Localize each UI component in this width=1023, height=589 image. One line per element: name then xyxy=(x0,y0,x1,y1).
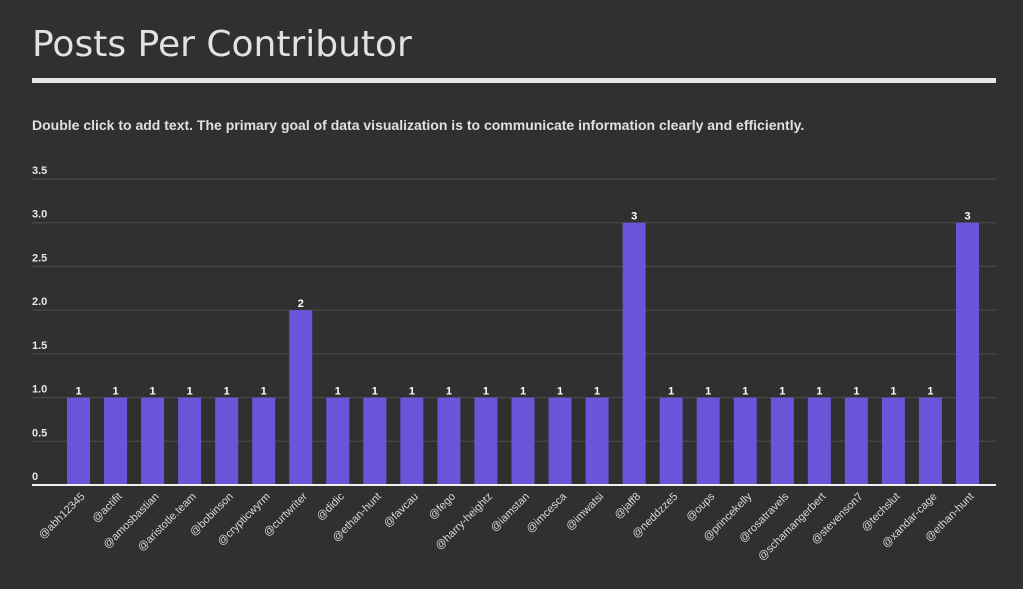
data-label: 1 xyxy=(927,386,933,398)
data-label: 1 xyxy=(742,386,748,398)
y-tick-label: 0 xyxy=(32,471,38,483)
data-label: 1 xyxy=(705,386,711,398)
y-tick-label: 3.5 xyxy=(32,165,47,177)
data-label: 3 xyxy=(964,211,970,223)
x-tick-label: @oups xyxy=(684,490,718,524)
bar[interactable] xyxy=(215,397,239,485)
y-tick-label: 3.0 xyxy=(32,209,47,221)
y-tick-label: 1.0 xyxy=(32,384,47,396)
bar[interactable] xyxy=(918,397,942,485)
bar[interactable] xyxy=(326,397,350,485)
x-tick-label: @imwatsi xyxy=(564,491,606,533)
bar[interactable] xyxy=(104,397,128,485)
x-tick-label: @fego xyxy=(427,491,459,523)
data-label: 1 xyxy=(779,386,785,398)
x-tick-label: @didic xyxy=(315,490,348,523)
x-tick-label: @favcau xyxy=(382,491,421,530)
description-text[interactable]: Double click to add text. The primary go… xyxy=(32,117,805,133)
x-tick-label: @abh12345 xyxy=(37,491,88,542)
data-label: 1 xyxy=(224,386,230,398)
bar[interactable] xyxy=(844,397,868,485)
x-tick-label: @imcesca xyxy=(524,490,570,536)
bar-series xyxy=(67,222,979,485)
data-label: 1 xyxy=(890,386,896,398)
bar[interactable] xyxy=(585,397,609,485)
data-label: 3 xyxy=(631,211,637,223)
bar[interactable] xyxy=(474,397,498,485)
bar[interactable] xyxy=(956,222,979,485)
x-axis-ticks: @abh12345 @actifit@amosbastian@aristotle.… xyxy=(37,490,977,563)
bar[interactable] xyxy=(178,397,202,485)
data-label: 1 xyxy=(335,386,341,398)
data-label: 2 xyxy=(298,298,304,310)
data-label: 1 xyxy=(668,386,674,398)
data-label: 1 xyxy=(483,386,489,398)
bar[interactable] xyxy=(289,310,313,485)
data-label: 1 xyxy=(594,386,600,398)
data-label: 1 xyxy=(816,386,822,398)
bar[interactable] xyxy=(363,397,387,485)
bar[interactable] xyxy=(437,397,461,485)
bar[interactable] xyxy=(659,397,683,485)
bar[interactable] xyxy=(67,397,90,485)
bar[interactable] xyxy=(696,397,720,485)
bar[interactable] xyxy=(511,397,535,485)
bar[interactable] xyxy=(733,397,757,485)
data-label: 1 xyxy=(557,386,563,398)
x-tick-label: @schamangerbert xyxy=(756,491,829,564)
bar[interactable] xyxy=(622,222,646,485)
y-tick-label: 0.5 xyxy=(32,427,47,439)
bar[interactable] xyxy=(548,397,572,485)
page-title: Posts Per Contributor xyxy=(32,24,412,65)
data-label: 1 xyxy=(75,386,81,398)
bar[interactable] xyxy=(770,397,794,485)
title-underline xyxy=(32,78,996,83)
data-label: 1 xyxy=(261,386,267,398)
data-labels: 1 1 1 1 1 1 2 1 1 1 1 1 1 1 1 3 1 1 1 1 1 1 1 1 3 xyxy=(75,211,970,398)
data-label: 1 xyxy=(520,386,526,398)
data-label: 1 xyxy=(150,386,156,398)
data-label: 1 xyxy=(112,386,118,398)
data-label: 1 xyxy=(372,386,378,398)
data-label: 1 xyxy=(446,386,452,398)
x-tick-label: @jaff8 xyxy=(612,491,643,522)
bar[interactable] xyxy=(400,397,424,485)
y-axis-ticks: 0 0.5 1.0 1.5 2.0 2.5 3.0 3.5 xyxy=(32,165,47,483)
bar[interactable] xyxy=(807,397,831,485)
y-tick-label: 1.5 xyxy=(32,340,47,352)
bar[interactable] xyxy=(252,397,276,485)
data-label: 1 xyxy=(853,386,859,398)
bar[interactable] xyxy=(141,397,165,485)
y-tick-label: 2.0 xyxy=(32,296,47,308)
x-tick-label: @actifit xyxy=(90,491,125,526)
data-label: 1 xyxy=(187,386,193,398)
y-tick-label: 2.5 xyxy=(32,252,47,264)
bar[interactable] xyxy=(881,397,905,485)
data-label: 1 xyxy=(409,386,415,398)
